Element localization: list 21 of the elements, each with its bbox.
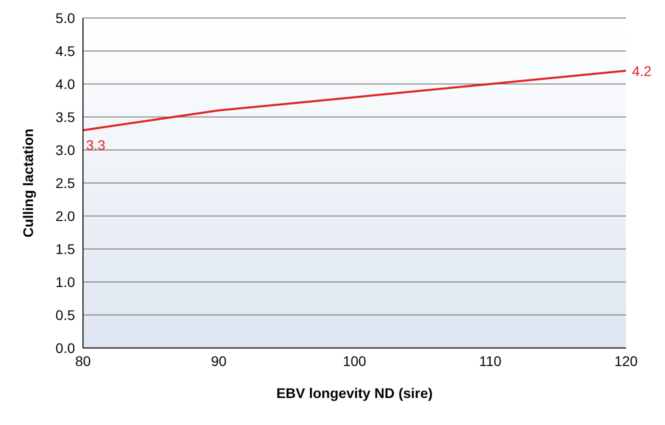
x-tick-label: 80 — [75, 352, 91, 369]
y-tick-label: 3.0 — [56, 142, 76, 158]
y-tick-label: 3.5 — [56, 108, 76, 125]
x-tick-label: 100 — [342, 352, 366, 369]
data-label: 4.2 — [632, 62, 652, 79]
y-tick-label: 4.0 — [56, 76, 76, 92]
y-tick-label: 1.5 — [56, 240, 76, 257]
x-tick-label: 110 — [479, 352, 502, 369]
y-tick-label: 4.5 — [56, 42, 76, 59]
y-axis-title: Culling lactation — [20, 128, 36, 238]
y-tick-label: 5.0 — [56, 10, 76, 26]
y-tick-label: 0.5 — [56, 306, 76, 323]
y-tick-label: 0.0 — [56, 340, 76, 356]
x-tick-label: 120 — [614, 352, 638, 369]
y-tick-label: 1.0 — [56, 274, 76, 290]
y-tick-label: 2.5 — [56, 174, 76, 191]
line-series — [83, 70, 626, 132]
y-tick-label: 2.0 — [56, 208, 76, 224]
x-tick-label: 90 — [210, 352, 227, 369]
data-label: 3.3 — [86, 137, 106, 154]
x-axis-title: EBV longevity ND (sire) — [276, 385, 433, 401]
